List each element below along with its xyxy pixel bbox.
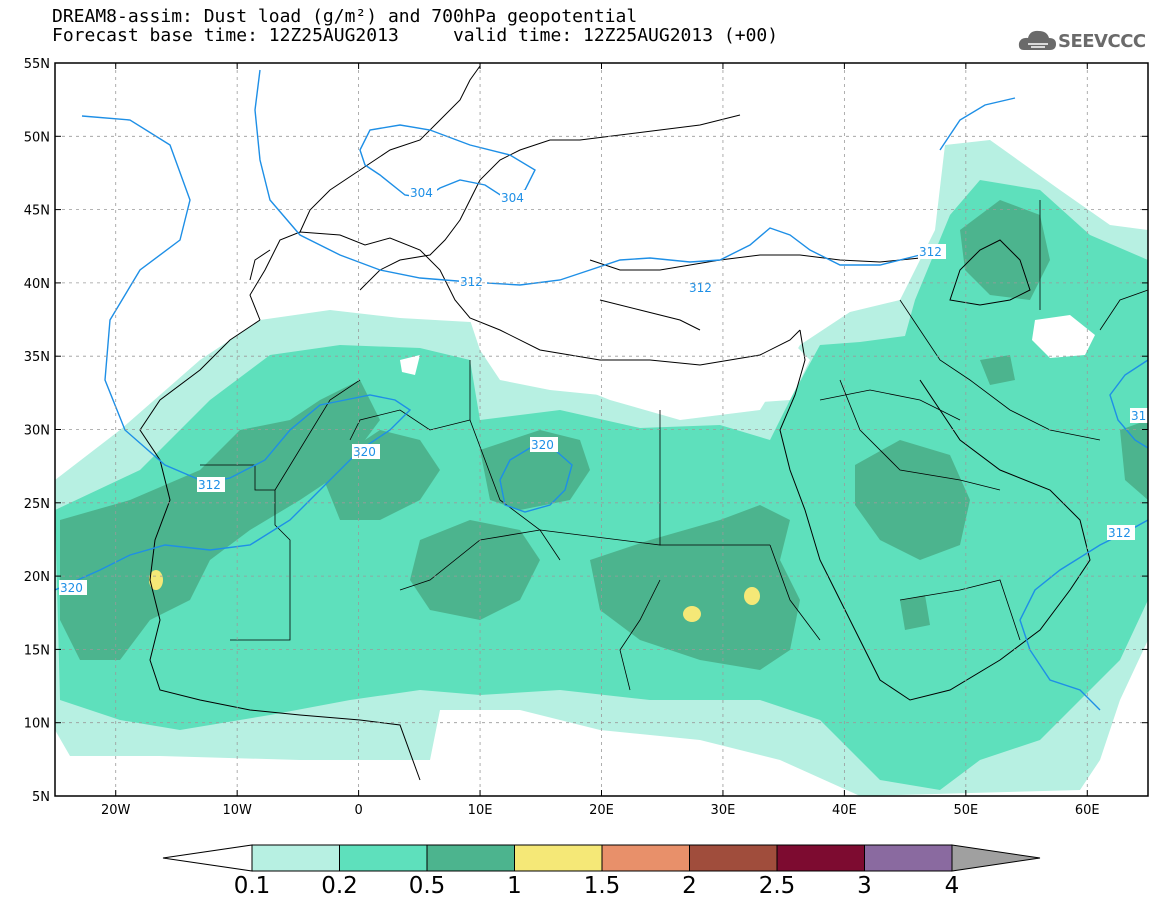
colorbar-label: 0.2	[321, 873, 358, 899]
lat-label: 35N	[24, 350, 50, 365]
contour-label: 320	[60, 581, 83, 595]
colorbar-box	[601, 844, 690, 872]
lon-label: 20E	[589, 803, 614, 818]
contour-label: 312	[460, 275, 483, 289]
lat-label: 55N	[24, 57, 50, 72]
colorbar: 0.1 0.2 0.5 1 1.5 2 2.5 3 4	[162, 844, 1041, 899]
contour-label: 312	[198, 478, 221, 492]
lat-label: 50N	[24, 130, 50, 145]
lon-label: 20W	[101, 803, 131, 818]
colorbar-label: 4	[945, 873, 960, 899]
colorbar-label: 0.1	[234, 873, 271, 899]
coastlines	[139, 65, 1091, 781]
lon-label: 10E	[468, 803, 493, 818]
lat-label: 30N	[24, 424, 50, 439]
longitude-axis: 20W 10W 0 10E 20E 30E 40E 50E 60E	[101, 63, 1100, 818]
lon-label: 40E	[832, 803, 857, 818]
lon-label: 60E	[1075, 803, 1100, 818]
contour-label: 312	[1108, 526, 1131, 540]
map-title: DREAM8-assim: Dust load (g/m²) and 700hP…	[52, 6, 638, 27]
latitude-axis: 55N 50N 45N 40N 35N 30N 25N 20N 15N 10N 5N	[24, 57, 1148, 805]
colorbar-label: 3	[857, 873, 872, 899]
lon-label: 0	[354, 803, 362, 818]
colorbar-label: 2.5	[759, 873, 796, 899]
lat-label: 15N	[24, 643, 50, 658]
colorbar-box	[514, 844, 603, 872]
colorbar-high-arrow	[951, 844, 1041, 872]
contour-label: 312	[919, 245, 942, 259]
colorbar-box	[776, 844, 865, 872]
colorbar-box	[689, 844, 778, 872]
colorbar-box	[426, 844, 515, 872]
colorbar-label: 1.5	[584, 873, 621, 899]
map-subtitle: Forecast base time: 12Z25AUG2013 valid t…	[52, 25, 779, 46]
lon-label: 30E	[711, 803, 736, 818]
colorbar-box	[339, 844, 428, 872]
country-borders	[200, 200, 1148, 691]
lat-label: 20N	[24, 570, 50, 585]
gridlines	[55, 63, 1148, 796]
dust-band-0.5	[60, 200, 1148, 670]
lat-label: 25N	[24, 497, 50, 512]
contour-label: 304	[410, 186, 433, 200]
contour-label: 312	[689, 281, 712, 295]
clear-areas	[400, 315, 1095, 405]
lat-label: 45N	[24, 204, 50, 219]
contour-label: 31	[1131, 409, 1146, 423]
dust-band-1	[149, 570, 760, 622]
colorbar-label: 0.5	[409, 873, 446, 899]
colorbar-box	[864, 844, 953, 872]
colorbar-label: 1	[507, 873, 522, 899]
lon-label: 10W	[222, 803, 252, 818]
logo-text: SEEVCCC	[1058, 31, 1146, 52]
lat-label: 5N	[32, 790, 50, 805]
lat-label: 10N	[24, 717, 50, 732]
contour-label: 320	[353, 445, 376, 459]
lat-label: 40N	[24, 277, 50, 292]
colorbar-low-arrow	[162, 844, 253, 872]
colorbar-label: 2	[682, 873, 697, 899]
contour-label: 320	[531, 438, 554, 452]
contour-label: 304	[501, 191, 524, 205]
cloud-icon	[1018, 30, 1056, 50]
colorbar-box	[251, 844, 340, 872]
lon-label: 50E	[953, 803, 978, 818]
geopotential-contours	[55, 69, 1148, 711]
contour-labels: 304 304 312 312 312 320 320 320 312 312 …	[59, 185, 1148, 595]
